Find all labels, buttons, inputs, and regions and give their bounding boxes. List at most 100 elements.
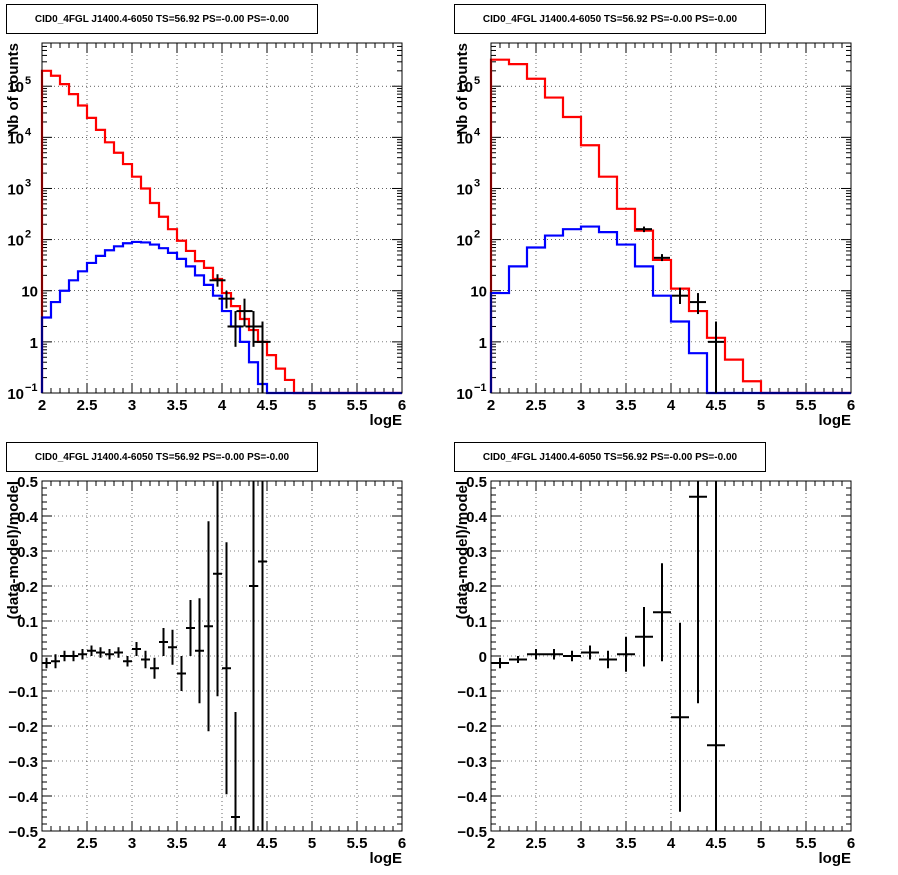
- y-axis-label: (data-model)/model: [5, 481, 22, 619]
- y-tick-label-exponent: 2: [474, 229, 480, 241]
- x-tick-label: 3.5: [616, 397, 637, 414]
- histogram-series-line: [489, 58, 851, 395]
- y-tick-label: 10: [456, 386, 473, 403]
- y-tick-label: −0.4: [457, 789, 487, 806]
- y-tick-label: 10: [456, 79, 473, 96]
- x-tick-label: 4.5: [706, 835, 727, 852]
- x-tick-label: 2: [487, 397, 495, 414]
- x-tick-label: 4: [218, 397, 227, 414]
- y-tick-label: −0.2: [8, 719, 38, 736]
- y-tick-label-exponent: 5: [474, 75, 480, 87]
- y-tick-label: 0.3: [466, 544, 487, 561]
- x-tick-label: 3: [577, 835, 585, 852]
- x-tick-label: 2: [38, 397, 46, 414]
- plot-frame: [490, 42, 852, 394]
- x-tick-label: 2.5: [77, 835, 98, 852]
- panel-title: CID0_4FGL J1400.4-6050 TS=56.92 PS=-0.00…: [454, 442, 766, 472]
- y-tick-label: −0.1: [457, 684, 487, 701]
- plot-frame: [41, 42, 403, 394]
- y-tick-label-exponent: 3: [25, 177, 31, 189]
- x-tick-label: 2: [487, 835, 495, 852]
- y-tick-label-exponent: 3: [474, 177, 480, 189]
- y-tick-label: 0.4: [466, 509, 488, 526]
- x-tick-label: 5.5: [796, 397, 817, 414]
- y-tick-label: 10: [7, 130, 24, 147]
- plot-frame: [490, 480, 852, 832]
- y-tick-label: −0.1: [8, 684, 38, 701]
- x-tick-label: 6: [847, 397, 855, 414]
- y-tick-label-exponent: 4: [25, 126, 32, 138]
- y-tick-label-exponent: 5: [25, 75, 31, 87]
- plot-frame: [41, 480, 403, 832]
- y-tick-label: −0.5: [457, 824, 487, 841]
- y-tick-label: 10: [456, 130, 473, 147]
- x-axis-label: logE: [819, 850, 852, 867]
- y-tick-label: 0.5: [466, 474, 487, 491]
- x-tick-label: 4.5: [706, 397, 727, 414]
- y-tick-label: 0.4: [17, 509, 39, 526]
- y-tick-label: 10: [7, 233, 24, 250]
- y-tick-label: 10: [7, 79, 24, 96]
- histogram-series-line: [40, 240, 402, 395]
- y-tick-label: 0.2: [17, 579, 38, 596]
- y-tick-label: −0.3: [8, 754, 38, 771]
- y-axis-label: Nb of counts: [5, 43, 22, 135]
- x-axis-label: logE: [819, 412, 852, 429]
- chart-panel: 2 2.5 3 3.5 4 4.5 5 5.5 6 −0.5 −0.4 −0.3 −0.2 −0.1 0 0.…: [454, 474, 855, 867]
- panel-title: CID0_4FGL J1400.4-6050 TS=56.92 PS=-0.00…: [454, 4, 766, 34]
- x-tick-label: 5: [308, 397, 316, 414]
- x-tick-label: 2.5: [526, 835, 547, 852]
- y-tick-label: 0.1: [17, 614, 38, 631]
- y-tick-label: −0.5: [8, 824, 38, 841]
- chart-panel: 2 2.5 3 3.5 4 4.5 5 5.5 6 −0.5 −0.4 −0.3 −0.2 −0.1 0 0.…: [5, 474, 406, 867]
- y-tick-label: 10: [21, 284, 38, 301]
- x-tick-label: 5.5: [347, 397, 368, 414]
- y-tick-label: −0.2: [457, 719, 487, 736]
- y-tick-label: 0.3: [17, 544, 38, 561]
- x-tick-label: 3.5: [167, 397, 188, 414]
- y-tick-label: 1: [479, 335, 487, 352]
- x-axis-label: logE: [370, 850, 403, 867]
- x-tick-label: 3.5: [167, 835, 188, 852]
- y-tick-label-exponent: −1: [474, 382, 487, 394]
- x-tick-label: 2: [38, 835, 46, 852]
- y-tick-label: 10: [456, 181, 473, 198]
- y-tick-label: −0.4: [8, 789, 38, 806]
- y-tick-label: 0.1: [466, 614, 487, 631]
- x-tick-label: 2.5: [77, 397, 98, 414]
- x-tick-label: 4.5: [257, 835, 278, 852]
- y-tick-label-exponent: −1: [25, 382, 38, 394]
- x-tick-label: 3: [128, 397, 136, 414]
- x-axis-label: logE: [370, 412, 403, 429]
- y-axis-label: Nb of counts: [454, 43, 471, 135]
- x-tick-label: 5.5: [347, 835, 368, 852]
- x-tick-label: 4: [667, 397, 676, 414]
- y-tick-label-exponent: 4: [474, 126, 481, 138]
- x-tick-label: 4.5: [257, 397, 278, 414]
- x-tick-label: 3: [128, 835, 136, 852]
- x-tick-label: 5: [757, 835, 765, 852]
- y-tick-label: 0.5: [17, 474, 38, 491]
- x-tick-label: 4: [667, 835, 676, 852]
- y-tick-label: 1: [30, 335, 38, 352]
- y-tick-label: 10: [470, 284, 487, 301]
- x-tick-label: 3.5: [616, 835, 637, 852]
- x-tick-label: 5: [308, 835, 316, 852]
- x-tick-label: 5.5: [796, 835, 817, 852]
- x-tick-label: 4: [218, 835, 227, 852]
- y-tick-label: 0.2: [466, 579, 487, 596]
- y-tick-label: 10: [7, 181, 24, 198]
- y-tick-label-exponent: 2: [25, 229, 31, 241]
- x-tick-label: 3: [577, 397, 585, 414]
- x-tick-label: 2.5: [526, 397, 547, 414]
- y-tick-label: 0: [30, 649, 38, 666]
- x-tick-label: 6: [398, 397, 406, 414]
- y-tick-label: 10: [456, 233, 473, 250]
- y-tick-label: 0: [479, 649, 487, 666]
- x-tick-label: 5: [757, 397, 765, 414]
- y-tick-label: 10: [7, 386, 24, 403]
- x-tick-label: 6: [847, 835, 855, 852]
